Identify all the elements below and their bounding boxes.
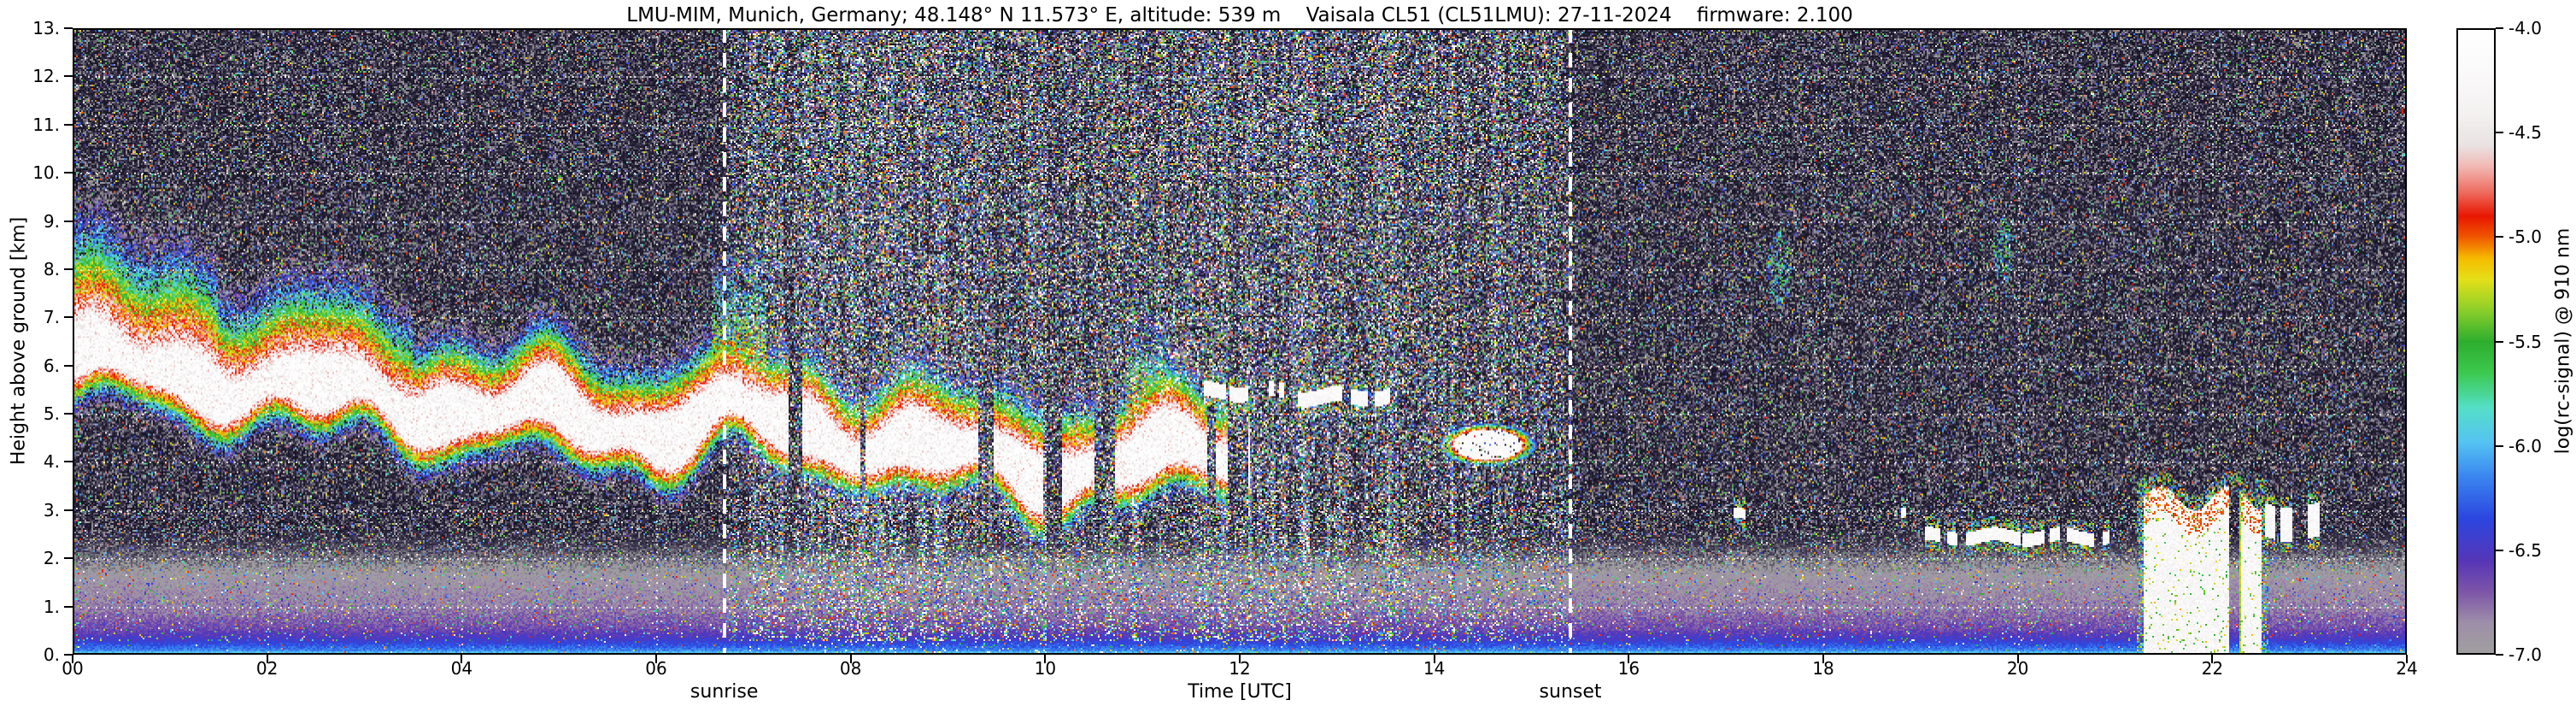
y-tick-label: 6. (43, 355, 60, 376)
colorbar-border (2456, 28, 2496, 655)
vertical-gridline (2212, 28, 2215, 655)
colorbar-tick-mark (2496, 132, 2503, 134)
colorbar-tick-label: -6.0 (2509, 435, 2543, 456)
colorbar-tick-label: -7.0 (2509, 644, 2543, 665)
y-tick-mark (64, 268, 73, 270)
x-tick-label: 22 (2201, 658, 2224, 679)
y-tick-mark (64, 220, 73, 222)
y-tick-label: 3. (43, 499, 60, 521)
x-tick-label: 14 (1423, 658, 1446, 679)
x-axis-label: Time [UTC] (1188, 681, 1292, 703)
x-tick-label: 02 (255, 658, 279, 679)
colorbar-tick-mark (2496, 27, 2503, 29)
y-tick-label: 10. (32, 162, 60, 184)
x-tick-label: 24 (2396, 658, 2418, 679)
y-tick-label: 2. (43, 548, 60, 569)
vertical-gridline (1628, 28, 1631, 655)
x-tick-mark (2211, 655, 2214, 663)
vertical-gridline (1434, 28, 1436, 655)
x-tick-mark (1239, 655, 1241, 663)
y-tick-mark (64, 364, 73, 367)
vertical-gridline (1823, 28, 1825, 655)
colorbar-tick-mark (2496, 340, 2503, 343)
colorbar-gradient-canvas (2456, 28, 2496, 655)
x-tick-mark (461, 655, 463, 663)
y-tick-mark (64, 123, 73, 126)
x-tick-label: 18 (1812, 658, 1834, 679)
y-axis-label: Height above ground [km] (8, 216, 30, 466)
x-tick-label: 16 (1617, 658, 1640, 679)
vertical-gridline (267, 28, 269, 655)
x-tick-mark (1822, 655, 1824, 663)
gridlines-layer (73, 28, 2407, 655)
y-tick-mark (64, 75, 73, 78)
vertical-gridline (1240, 28, 1241, 655)
y-tick-label: 4. (43, 451, 60, 473)
x-tick-mark (2016, 655, 2019, 663)
colorbar-tick-label: -4.0 (2509, 18, 2543, 38)
vertical-gridline (2017, 28, 2020, 655)
colorbar-tick-label: -4.5 (2509, 122, 2543, 144)
y-tick-label: 11. (32, 114, 60, 135)
x-tick-label: 20 (2006, 658, 2029, 679)
y-tick-mark (64, 509, 73, 511)
sunrise-label: sunrise (689, 681, 759, 703)
y-tick-label: 1. (43, 596, 60, 617)
y-tick-label: 5. (43, 403, 60, 425)
x-tick-label: 08 (839, 658, 862, 679)
x-tick-mark (72, 655, 73, 663)
x-tick-mark (849, 655, 852, 663)
x-tick-mark (1628, 655, 1630, 663)
colorbar-tick-mark (2496, 444, 2503, 447)
vertical-gridline (656, 28, 658, 655)
x-tick-label: 10 (1034, 658, 1057, 679)
y-tick-mark (64, 654, 73, 656)
sunset-label: sunset (1539, 681, 1602, 703)
x-tick-label: 12 (1229, 658, 1251, 679)
y-tick-label: 0. (43, 644, 60, 665)
y-tick-label: 8. (43, 258, 60, 279)
sunrise-line (722, 28, 726, 655)
colorbar-tick-mark (2496, 654, 2503, 656)
y-tick-label: 9. (43, 210, 60, 232)
y-tick-mark (64, 316, 73, 319)
colorbar-tick-label: -6.5 (2509, 539, 2543, 561)
vertical-gridline (461, 28, 464, 655)
y-tick-label: 12. (32, 66, 60, 87)
y-tick-mark (64, 605, 73, 608)
x-tick-mark (2406, 655, 2408, 663)
colorbar (2456, 28, 2496, 655)
colorbar-tick-label: -5.5 (2509, 331, 2543, 352)
plot-area (73, 28, 2407, 655)
plot-title: LMU-MIM, Munich, Germany; 48.148° N 11.5… (626, 4, 1853, 26)
plot-border (73, 28, 2407, 655)
x-tick-mark (1433, 655, 1435, 663)
y-tick-mark (64, 27, 73, 29)
colorbar-tick-mark (2496, 236, 2503, 238)
colorbar-tick-mark (2496, 549, 2503, 551)
y-tick-mark (64, 557, 73, 560)
vertical-gridline (1045, 28, 1047, 655)
x-tick-label: 00 (62, 658, 84, 679)
y-tick-label: 13. (32, 18, 60, 38)
vertical-gridline (850, 28, 853, 655)
y-tick-mark (64, 413, 73, 415)
x-tick-mark (266, 655, 268, 663)
colorbar-label: log(rc-signal) @ 910 nm (2552, 227, 2574, 455)
x-tick-label: 06 (645, 658, 667, 679)
x-tick-mark (655, 655, 657, 663)
colorbar-tick-label: -5.0 (2509, 227, 2543, 248)
y-tick-mark (64, 172, 73, 174)
x-tick-mark (1044, 655, 1047, 663)
y-tick-label: 7. (43, 307, 60, 328)
sunset-line (1569, 28, 1573, 655)
y-tick-mark (64, 461, 73, 463)
x-tick-label: 04 (450, 658, 473, 679)
